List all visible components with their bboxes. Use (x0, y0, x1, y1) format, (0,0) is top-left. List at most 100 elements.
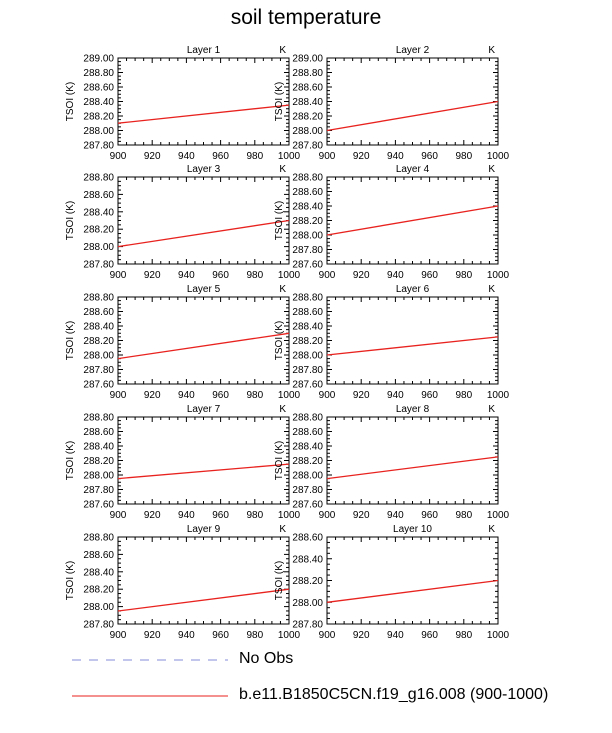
panel-units: K (488, 284, 495, 295)
series-line (326, 205, 499, 236)
y-tick-label: 288.60 (83, 427, 114, 438)
x-tick-label: 980 (246, 630, 263, 641)
series-line (326, 100, 499, 132)
x-tick-label: 900 (319, 270, 336, 281)
y-tick-label: 288.20 (292, 216, 323, 227)
plot-frame (326, 536, 499, 625)
y-tick-label: 288.40 (83, 442, 114, 453)
plot-frame (117, 176, 290, 265)
y-tick-label: 288.60 (292, 427, 323, 438)
x-tick-label: 920 (353, 270, 370, 281)
x-tick-label: 1000 (278, 630, 301, 641)
page-title: soil temperature (230, 6, 382, 29)
y-tick-label: 288.40 (83, 322, 114, 333)
y-tick-label: 288.80 (83, 173, 114, 184)
y-tick-label: 288.40 (292, 97, 323, 108)
y-tick-label: 287.80 (83, 141, 114, 152)
y-tick-label: 288.80 (83, 293, 114, 304)
y-axis-label: TSOI (K) (65, 561, 76, 600)
x-tick-label: 960 (421, 510, 438, 521)
legend-model-swatch (72, 695, 228, 697)
series-line (117, 219, 290, 248)
x-tick-label: 900 (319, 510, 336, 521)
x-tick-label: 920 (144, 390, 161, 401)
y-tick-label: 287.80 (83, 365, 114, 376)
panel-title: Layer 1 (187, 45, 221, 56)
y-tick-label: 288.00 (83, 126, 114, 137)
y-tick-label: 288.60 (292, 83, 323, 94)
x-tick-label: 920 (353, 390, 370, 401)
plot-frame (117, 416, 290, 505)
y-tick-label: 287.80 (83, 620, 114, 631)
y-tick-label: 287.60 (83, 500, 114, 511)
chart-panel: 900 920 940 960 980 1000287.80288.00288.20288… (274, 524, 510, 641)
x-tick-label: 920 (144, 270, 161, 281)
y-axis-label: TSOI (K) (65, 201, 76, 240)
series-line (326, 336, 499, 356)
y-tick-label: 287.80 (83, 260, 114, 271)
y-tick-label: 288.20 (83, 585, 114, 596)
y-tick-label: 288.80 (292, 413, 323, 424)
y-axis-label: TSOI (K) (274, 82, 285, 121)
y-axis-label: TSOI (K) (65, 321, 76, 360)
y-tick-label: 288.60 (292, 533, 323, 544)
x-tick-label: 1000 (278, 510, 301, 521)
y-tick-label: 288.40 (292, 322, 323, 333)
y-tick-label: 287.60 (292, 260, 323, 271)
x-tick-label: 920 (144, 630, 161, 641)
y-tick-label: 287.80 (292, 141, 323, 152)
x-tick-label: 960 (212, 270, 229, 281)
x-tick-label: 920 (353, 630, 370, 641)
x-tick-label: 900 (319, 630, 336, 641)
y-tick-label: 288.60 (292, 307, 323, 318)
panel-units: K (279, 164, 286, 175)
series-line (326, 456, 499, 480)
y-tick-label: 288.20 (83, 112, 114, 123)
x-tick-label: 940 (178, 151, 195, 162)
y-tick-label: 287.60 (83, 380, 114, 391)
series-line (117, 463, 290, 480)
x-tick-label: 900 (110, 510, 127, 521)
y-tick-label: 288.00 (83, 351, 114, 362)
x-tick-label: 1000 (487, 270, 510, 281)
y-tick-label: 288.40 (292, 442, 323, 453)
x-tick-label: 1000 (278, 390, 301, 401)
y-tick-label: 288.20 (292, 336, 323, 347)
x-tick-label: 940 (178, 390, 195, 401)
y-tick-label: 288.80 (292, 293, 323, 304)
legend-item-model: b.e11.B1850C5CN.f19_g16.008 (900-1000) (0, 684, 612, 708)
chart-panel: 900 920 940 960 980 1000287.80288.00288.20288… (65, 45, 301, 162)
x-tick-label: 920 (144, 151, 161, 162)
x-tick-label: 940 (387, 510, 404, 521)
plot-frame (117, 536, 290, 625)
x-tick-label: 960 (212, 390, 229, 401)
panel-units: K (279, 524, 286, 535)
x-tick-label: 960 (421, 151, 438, 162)
x-tick-label: 960 (212, 630, 229, 641)
panel-title: Layer 2 (396, 45, 430, 56)
y-axis-label: TSOI (K) (65, 441, 76, 480)
panel-units: K (279, 284, 286, 295)
x-tick-label: 940 (178, 270, 195, 281)
x-tick-label: 960 (421, 630, 438, 641)
y-tick-label: 288.00 (83, 602, 114, 613)
series-line (117, 332, 290, 360)
panel-title: Layer 7 (187, 404, 221, 415)
x-tick-label: 940 (178, 630, 195, 641)
x-tick-label: 1000 (487, 390, 510, 401)
y-tick-label: 287.60 (292, 500, 323, 511)
y-tick-label: 288.20 (292, 576, 323, 587)
x-tick-label: 980 (455, 270, 472, 281)
x-tick-label: 920 (144, 510, 161, 521)
panel-title: Layer 5 (187, 284, 221, 295)
y-axis-label: TSOI (K) (274, 561, 285, 600)
x-tick-label: 1000 (278, 270, 301, 281)
y-tick-label: 288.20 (292, 112, 323, 123)
y-tick-label: 288.00 (83, 471, 114, 482)
y-tick-label: 287.80 (83, 485, 114, 496)
series-line (326, 579, 499, 603)
panel-title: Layer 10 (393, 524, 432, 535)
x-tick-label: 980 (246, 510, 263, 521)
panel-title: Layer 8 (396, 404, 430, 415)
